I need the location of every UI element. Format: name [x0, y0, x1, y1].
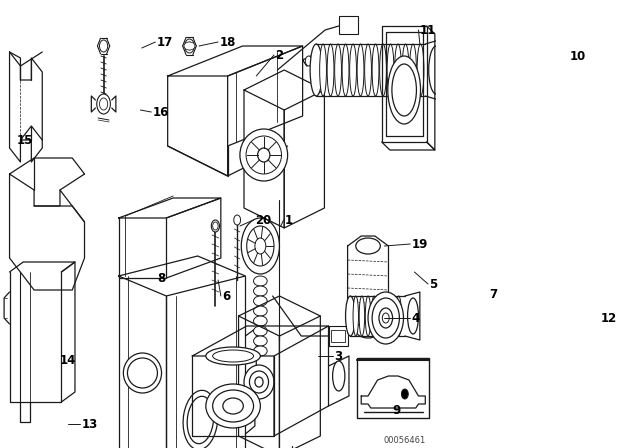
Text: 1: 1	[285, 214, 293, 227]
Ellipse shape	[378, 296, 383, 336]
Circle shape	[97, 94, 111, 114]
Ellipse shape	[395, 44, 401, 96]
Ellipse shape	[365, 44, 371, 96]
Ellipse shape	[384, 296, 389, 336]
Ellipse shape	[206, 347, 260, 365]
Ellipse shape	[387, 44, 394, 96]
Text: 6: 6	[222, 289, 230, 302]
Ellipse shape	[349, 44, 356, 96]
Ellipse shape	[390, 296, 396, 336]
Circle shape	[382, 313, 389, 323]
Bar	[357, 358, 429, 418]
Text: 13: 13	[82, 418, 98, 431]
Ellipse shape	[253, 336, 267, 346]
Ellipse shape	[184, 42, 195, 50]
Ellipse shape	[244, 365, 274, 399]
Text: 10: 10	[570, 49, 586, 63]
Ellipse shape	[206, 384, 260, 428]
Circle shape	[372, 298, 399, 338]
Ellipse shape	[408, 298, 419, 334]
Ellipse shape	[212, 390, 253, 422]
Ellipse shape	[253, 306, 267, 316]
Circle shape	[99, 98, 108, 110]
Ellipse shape	[335, 44, 342, 96]
Ellipse shape	[396, 296, 401, 336]
Ellipse shape	[417, 44, 424, 96]
Circle shape	[241, 218, 280, 274]
Circle shape	[401, 389, 408, 399]
Circle shape	[305, 56, 312, 66]
Ellipse shape	[253, 326, 267, 336]
Text: 4: 4	[412, 311, 420, 324]
Ellipse shape	[342, 44, 349, 96]
Bar	[339, 16, 358, 34]
Ellipse shape	[356, 238, 380, 254]
Ellipse shape	[380, 44, 387, 96]
Text: 15: 15	[17, 134, 33, 146]
Text: 19: 19	[412, 237, 428, 250]
Text: 11: 11	[420, 23, 436, 36]
Ellipse shape	[240, 129, 287, 181]
Ellipse shape	[258, 148, 270, 162]
Ellipse shape	[255, 377, 263, 387]
Circle shape	[368, 292, 403, 344]
Ellipse shape	[127, 358, 157, 388]
Text: 14: 14	[60, 353, 76, 366]
Text: 18: 18	[220, 35, 236, 48]
Ellipse shape	[253, 316, 267, 326]
Ellipse shape	[402, 44, 409, 96]
Ellipse shape	[371, 296, 377, 336]
Circle shape	[234, 215, 241, 225]
Circle shape	[379, 308, 392, 328]
Ellipse shape	[253, 346, 267, 356]
Ellipse shape	[310, 44, 323, 96]
Text: 12: 12	[601, 311, 618, 324]
Ellipse shape	[356, 322, 380, 338]
Ellipse shape	[253, 296, 267, 306]
Text: 5: 5	[429, 277, 438, 290]
Ellipse shape	[319, 44, 326, 96]
Ellipse shape	[388, 56, 420, 124]
Ellipse shape	[246, 136, 282, 174]
Ellipse shape	[372, 44, 379, 96]
Text: 9: 9	[392, 404, 401, 417]
Ellipse shape	[333, 361, 345, 391]
Text: 17: 17	[157, 35, 173, 48]
Ellipse shape	[124, 353, 161, 393]
Circle shape	[187, 42, 192, 50]
Circle shape	[99, 40, 108, 52]
Ellipse shape	[212, 350, 253, 362]
Text: 2: 2	[275, 48, 284, 61]
Ellipse shape	[250, 371, 269, 393]
Ellipse shape	[253, 276, 267, 286]
Circle shape	[212, 222, 218, 230]
Circle shape	[211, 220, 220, 232]
Ellipse shape	[187, 396, 214, 444]
Ellipse shape	[253, 286, 267, 296]
Circle shape	[185, 39, 195, 53]
Ellipse shape	[359, 296, 365, 336]
Circle shape	[247, 226, 274, 266]
Text: 3: 3	[334, 349, 342, 362]
Ellipse shape	[365, 296, 371, 336]
Circle shape	[255, 238, 266, 254]
Ellipse shape	[353, 296, 358, 336]
Ellipse shape	[357, 44, 364, 96]
Ellipse shape	[429, 46, 444, 94]
Text: 16: 16	[153, 105, 169, 119]
Ellipse shape	[223, 398, 243, 414]
Ellipse shape	[410, 44, 417, 96]
Text: 7: 7	[490, 288, 497, 301]
Ellipse shape	[183, 390, 218, 448]
Text: 8: 8	[157, 271, 165, 284]
Text: 20: 20	[255, 214, 271, 227]
Bar	[328, 326, 348, 346]
Ellipse shape	[327, 44, 334, 96]
Ellipse shape	[392, 64, 417, 116]
Ellipse shape	[346, 296, 355, 336]
Bar	[332, 330, 345, 342]
Text: 00056461: 00056461	[383, 435, 426, 444]
